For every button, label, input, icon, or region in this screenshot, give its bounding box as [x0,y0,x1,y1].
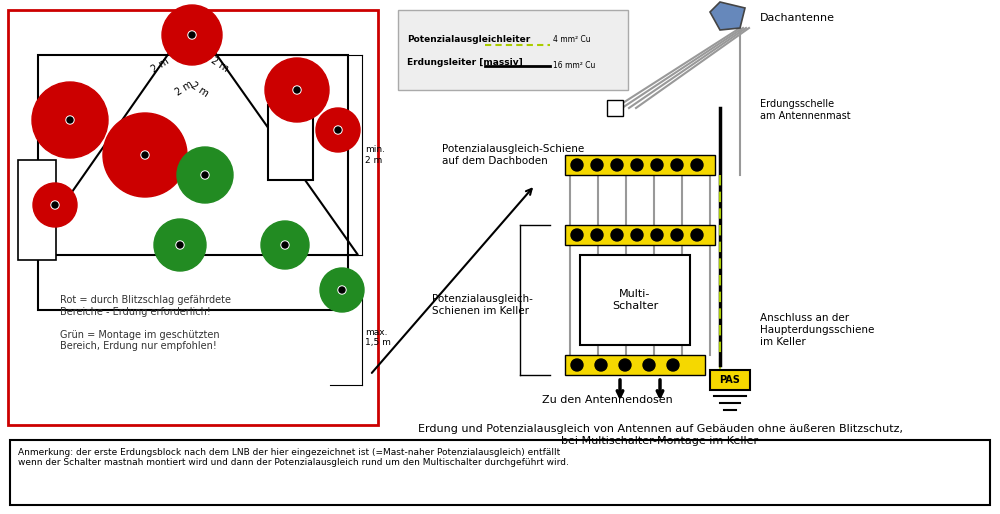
Circle shape [619,359,631,371]
Circle shape [571,229,583,241]
Circle shape [67,117,73,123]
Circle shape [667,359,679,371]
Circle shape [571,359,583,371]
Circle shape [338,286,346,294]
Bar [565,355,705,375]
Circle shape [335,127,341,133]
Circle shape [189,32,195,38]
Circle shape [201,171,209,179]
Text: Erdung und Potenzialausgleich von Antennen auf Gebäuden ohne äußeren Blitzschutz: Erdung und Potenzialausgleich von Antenn… [418,424,902,446]
Text: min.
2 m: min. 2 m [365,145,385,164]
Circle shape [631,229,643,241]
Circle shape [261,221,309,269]
Bar [10,440,990,505]
Text: 2 m: 2 m [173,79,195,97]
Circle shape [177,242,183,248]
Circle shape [339,287,345,293]
Text: Erdungsleiter [massiv]: Erdungsleiter [massiv] [407,58,523,67]
Circle shape [651,159,663,171]
Bar [565,155,715,175]
Bar [580,255,690,345]
Circle shape [202,172,208,178]
Text: Potenzialausgleich-
Schienen im Keller: Potenzialausgleich- Schienen im Keller [432,294,533,316]
Circle shape [154,219,206,271]
Circle shape [52,202,58,208]
Bar [18,160,56,260]
Circle shape [142,152,148,158]
Bar [8,10,378,425]
Circle shape [293,86,301,94]
Circle shape [294,87,300,93]
Text: 2 m: 2 m [189,81,211,99]
Circle shape [265,58,329,122]
Circle shape [282,242,288,248]
Circle shape [691,159,703,171]
Circle shape [611,229,623,241]
Circle shape [595,359,607,371]
Text: PAS: PAS [720,375,740,385]
Circle shape [281,241,289,249]
Circle shape [316,108,360,152]
Circle shape [66,116,74,124]
Text: Erdungsschelle
am Antennenmast: Erdungsschelle am Antennenmast [760,99,851,121]
Bar [607,100,623,116]
Circle shape [32,82,108,158]
Circle shape [571,159,583,171]
Circle shape [643,359,655,371]
Circle shape [177,147,233,203]
Circle shape [320,268,364,312]
Text: Zu den Antennendosen: Zu den Antennendosen [542,395,672,405]
Text: 2 m: 2 m [149,56,171,75]
Circle shape [103,113,187,197]
Bar [398,10,628,90]
Bar [710,370,750,390]
Text: Rot = durch Blitzschlag gefährdete
Bereiche - Erdung erforderlich!

Grün = Monta: Rot = durch Blitzschlag gefährdete Berei… [60,295,231,352]
Circle shape [162,5,222,65]
Text: Potenzialausgleich-Schiene
auf dem Dachboden: Potenzialausgleich-Schiene auf dem Dachb… [442,144,584,166]
Text: Dachantenne: Dachantenne [760,13,835,23]
Text: 16 mm² Cu: 16 mm² Cu [553,62,595,70]
Text: 2 m: 2 m [209,56,231,75]
Text: 4 mm² Cu: 4 mm² Cu [553,35,591,45]
Circle shape [651,229,663,241]
Text: max.
1,5 m: max. 1,5 m [365,328,391,347]
Text: Anmerkung: der erste Erdungsblock nach dem LNB der hier eingezeichnet ist (=Mast: Anmerkung: der erste Erdungsblock nach d… [18,448,569,467]
Circle shape [691,229,703,241]
Bar [38,55,348,310]
Circle shape [51,201,59,209]
Text: Potenzialausgleichleiter: Potenzialausgleichleiter [407,35,530,44]
Text: Anschluss an der
Haupterdungsschiene
im Keller: Anschluss an der Haupterdungsschiene im … [760,314,874,346]
Bar [565,225,715,245]
Circle shape [334,126,342,134]
Circle shape [188,31,196,39]
Circle shape [591,229,603,241]
Polygon shape [710,2,745,30]
Circle shape [671,159,683,171]
Circle shape [671,229,683,241]
Circle shape [33,183,77,227]
Text: Multi-
Schalter: Multi- Schalter [612,289,658,311]
Circle shape [611,159,623,171]
Circle shape [591,159,603,171]
Circle shape [176,241,184,249]
Bar [268,105,313,180]
Circle shape [141,151,149,159]
Circle shape [631,159,643,171]
